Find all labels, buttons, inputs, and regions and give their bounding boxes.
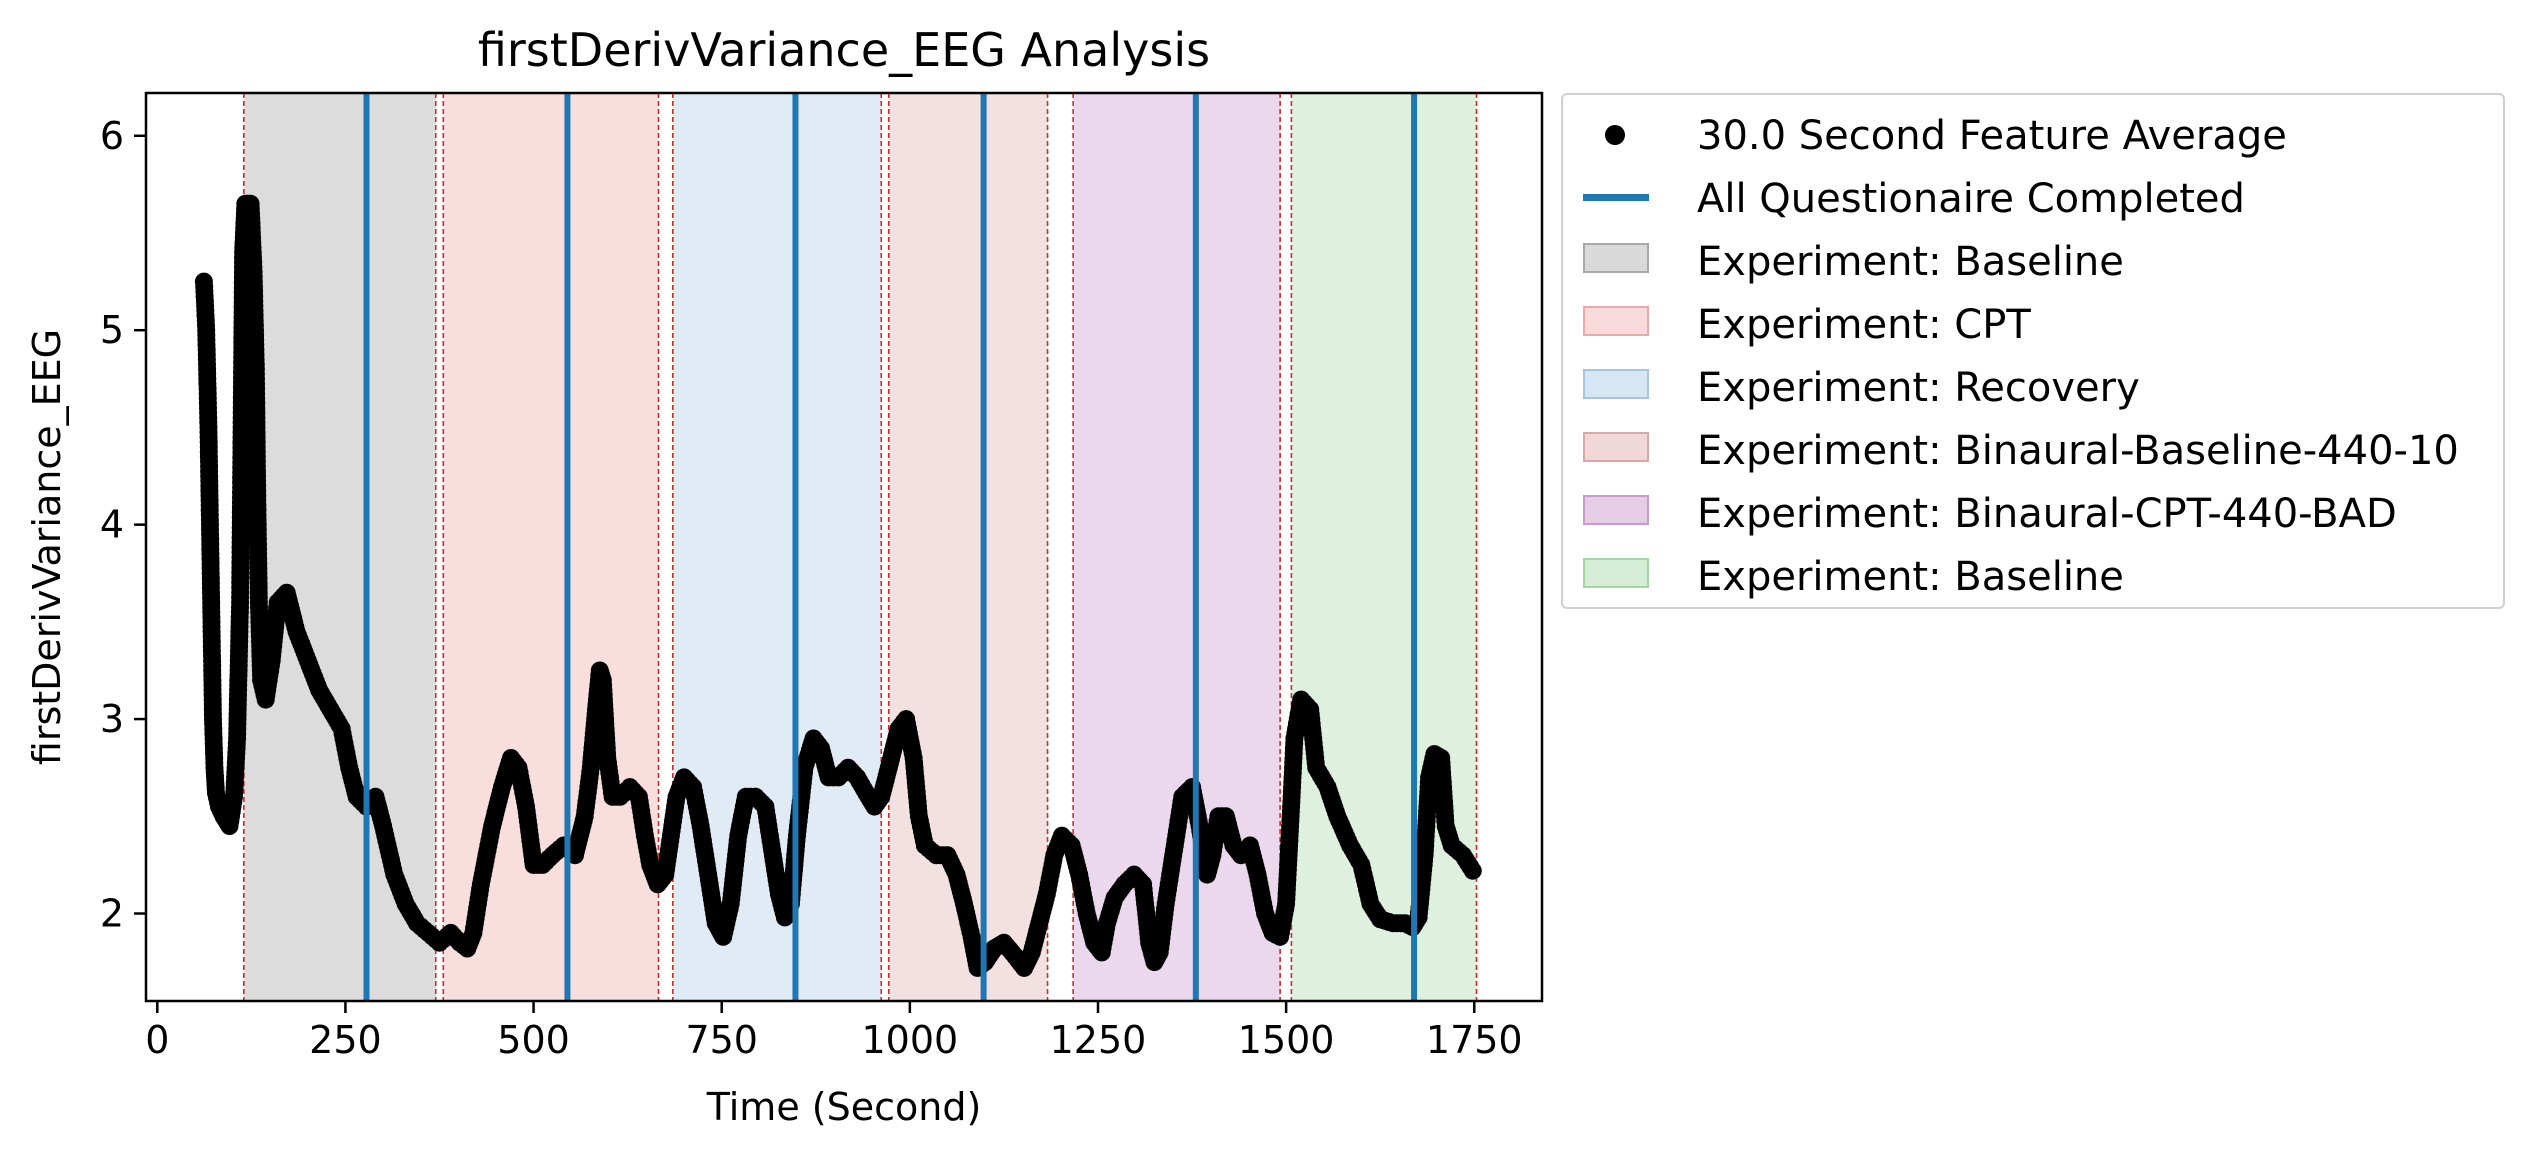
data-point: [1463, 861, 1482, 880]
legend-label: All Questionaire Completed: [1697, 176, 2245, 222]
experiment-region: [243, 93, 436, 1001]
legend-label: Experiment: CPT: [1697, 302, 2031, 348]
legend-patch: [1583, 369, 1649, 399]
legend-label: Experiment: Baseline: [1697, 554, 2124, 600]
legend-item-region-baseline-2: Experiment: Baseline: [1563, 548, 2503, 604]
questionnaire-completed-lines: [363, 93, 1418, 1001]
legend-patch: [1583, 243, 1649, 273]
y-axis-ticks: 2 3 4 5 6: [100, 114, 146, 936]
plot-frame: [144, 91, 1544, 1003]
legend-item-region-binaural-cpt: Experiment: Binaural-CPT-440-BAD: [1563, 485, 2503, 541]
y-tick-label: 4: [100, 503, 124, 547]
legend-label: Experiment: Recovery: [1697, 365, 2140, 411]
y-tick-label: 3: [100, 697, 124, 741]
y-tick-label: 5: [100, 308, 124, 352]
x-axis-label: Time (Second): [706, 1085, 982, 1129]
x-tick-label: 250: [309, 1018, 382, 1062]
x-axis-ticks: 0 250 500 750 1000 1250 1500 1750: [145, 1001, 1523, 1062]
legend-patch: [1583, 495, 1649, 525]
experiment-region: [888, 93, 1048, 1001]
legend-item-region-recovery: Experiment: Recovery: [1563, 359, 2503, 415]
x-tick-label: 1000: [861, 1018, 958, 1062]
legend-label: 30.0 Second Feature Average: [1697, 113, 2287, 159]
experiment-region: [1291, 93, 1477, 1001]
legend-marker-dot: [1605, 125, 1625, 145]
legend-patch: [1583, 558, 1649, 588]
x-tick-label: 0: [145, 1018, 169, 1062]
y-tick-label: 2: [100, 892, 124, 936]
legend-patch: [1583, 432, 1649, 462]
legend-label: Experiment: Baseline: [1697, 239, 2124, 285]
x-tick-label: 1250: [1050, 1018, 1147, 1062]
x-tick-label: 500: [497, 1018, 570, 1062]
legend-line-marker: [1583, 194, 1649, 201]
experiment-regions: [243, 93, 1477, 1001]
legend-patch: [1583, 306, 1649, 336]
x-tick-label: 750: [685, 1018, 758, 1062]
legend-item-feature-average: 30.0 Second Feature Average: [1563, 107, 2503, 163]
y-tick-label: 6: [100, 114, 124, 158]
y-axis-label: firstDerivVariance_EEG: [25, 329, 69, 765]
legend-item-region-binaural-baseline: Experiment: Binaural-Baseline-440-10: [1563, 422, 2503, 478]
legend-item-region-baseline: Experiment: Baseline: [1563, 233, 2503, 289]
x-tick-label: 1750: [1426, 1018, 1523, 1062]
legend-label: Experiment: Binaural-CPT-440-BAD: [1697, 491, 2397, 537]
chart-title: firstDerivVariance_EEG Analysis: [478, 23, 1210, 77]
legend-label: Experiment: Binaural-Baseline-440-10: [1697, 428, 2459, 474]
chart-legend: 30.0 Second Feature Average All Question…: [1561, 93, 2505, 609]
x-tick-label: 1500: [1238, 1018, 1335, 1062]
legend-item-region-cpt: Experiment: CPT: [1563, 296, 2503, 352]
legend-item-questionnaire: All Questionaire Completed: [1563, 170, 2503, 226]
